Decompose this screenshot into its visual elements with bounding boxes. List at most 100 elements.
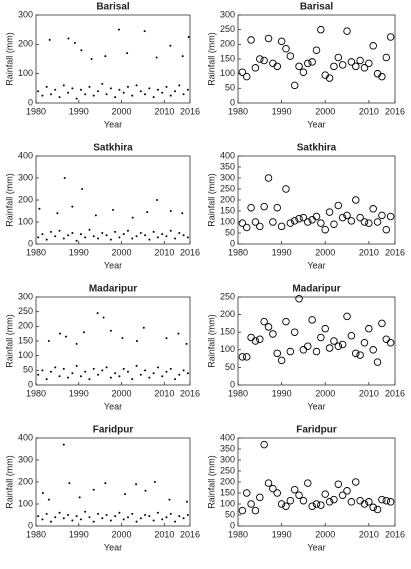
point	[242, 353, 251, 361]
point	[169, 94, 172, 97]
x-tick-label: 2010	[359, 388, 379, 398]
y-tick-label: 0	[28, 238, 33, 248]
point	[304, 218, 312, 226]
y-tick-label: 200	[220, 476, 235, 486]
point	[177, 332, 180, 335]
point	[143, 30, 146, 33]
point	[273, 62, 282, 71]
point	[41, 369, 44, 372]
x-tick-label: 2000	[112, 247, 132, 257]
plot-frame	[35, 14, 191, 104]
x-tick-label: 1980	[26, 247, 46, 257]
point	[308, 316, 316, 324]
plot-frame	[237, 296, 396, 386]
point	[168, 498, 171, 501]
point	[135, 364, 138, 367]
point	[260, 317, 268, 326]
point	[105, 93, 108, 96]
point	[109, 519, 112, 522]
point	[365, 324, 373, 333]
point	[321, 490, 329, 498]
point	[71, 372, 74, 375]
point	[101, 517, 104, 520]
y-tick-label: 300	[220, 454, 235, 464]
x-tick-label: 2000	[112, 529, 132, 539]
point	[238, 68, 247, 76]
y-tick-label: 0	[230, 238, 235, 248]
y-tick-label: 250	[220, 24, 235, 34]
point	[277, 37, 286, 46]
plot-frame	[35, 437, 191, 527]
x-tick-label: 1990	[69, 529, 89, 539]
point	[317, 501, 325, 509]
x-tick-label: 2010	[154, 247, 174, 257]
point	[117, 28, 120, 31]
point	[58, 375, 61, 378]
y-tick-label: 0	[28, 379, 33, 389]
plot-frame	[35, 155, 191, 245]
point	[148, 87, 151, 90]
point	[88, 85, 91, 88]
point	[62, 517, 65, 520]
point	[178, 373, 181, 376]
x-axis-label: Year	[104, 260, 122, 270]
x-tick-label: 1990	[272, 388, 292, 398]
point	[80, 49, 83, 52]
y-axis-label: Rainfall (mm)	[206, 455, 216, 509]
point	[264, 174, 273, 182]
point	[92, 367, 95, 370]
point	[144, 514, 147, 516]
plot-frame	[237, 155, 396, 245]
point	[325, 344, 334, 352]
point	[251, 64, 260, 72]
point	[75, 239, 78, 242]
point	[373, 358, 382, 366]
point	[121, 337, 124, 340]
x-tick-label: 2000	[315, 106, 335, 116]
point	[360, 500, 369, 508]
point	[181, 212, 184, 215]
y-tick-label: 200	[220, 39, 235, 49]
point	[135, 483, 138, 486]
point	[126, 229, 129, 232]
panel-title: Madaripur	[292, 284, 340, 295]
point	[139, 232, 142, 234]
point	[238, 219, 247, 227]
point	[64, 335, 67, 338]
point	[169, 229, 172, 232]
panel-title: Barisal	[96, 2, 130, 13]
y-tick-label: 250	[220, 291, 235, 301]
y-tick-label: 0	[230, 520, 235, 530]
point	[264, 479, 273, 487]
point	[122, 367, 125, 370]
x-tick-label: 1980	[26, 106, 46, 116]
point	[169, 367, 172, 370]
y-tick-label: 150	[220, 53, 235, 63]
point	[356, 351, 364, 359]
y-axis-label: Rainfall (mm)	[4, 455, 14, 509]
point	[97, 90, 100, 93]
point	[317, 219, 325, 227]
point	[122, 233, 125, 236]
point	[142, 326, 145, 329]
point	[41, 233, 44, 236]
point	[286, 496, 295, 505]
point	[369, 205, 377, 213]
point	[49, 370, 52, 373]
point	[104, 482, 107, 485]
point	[49, 93, 52, 96]
point	[67, 514, 70, 516]
x-tick-label: 2000	[315, 529, 335, 539]
point	[256, 222, 264, 231]
point	[94, 214, 97, 217]
point	[334, 53, 343, 62]
point	[75, 364, 78, 367]
x-tick-label: 1990	[272, 247, 292, 257]
point	[334, 480, 343, 488]
y-tick-label: 50	[225, 227, 235, 237]
x-tick-label: 2010	[154, 106, 174, 116]
point	[109, 238, 112, 241]
x-tick-label: 2016	[385, 529, 405, 539]
x-tick-label: 2016	[180, 529, 200, 539]
